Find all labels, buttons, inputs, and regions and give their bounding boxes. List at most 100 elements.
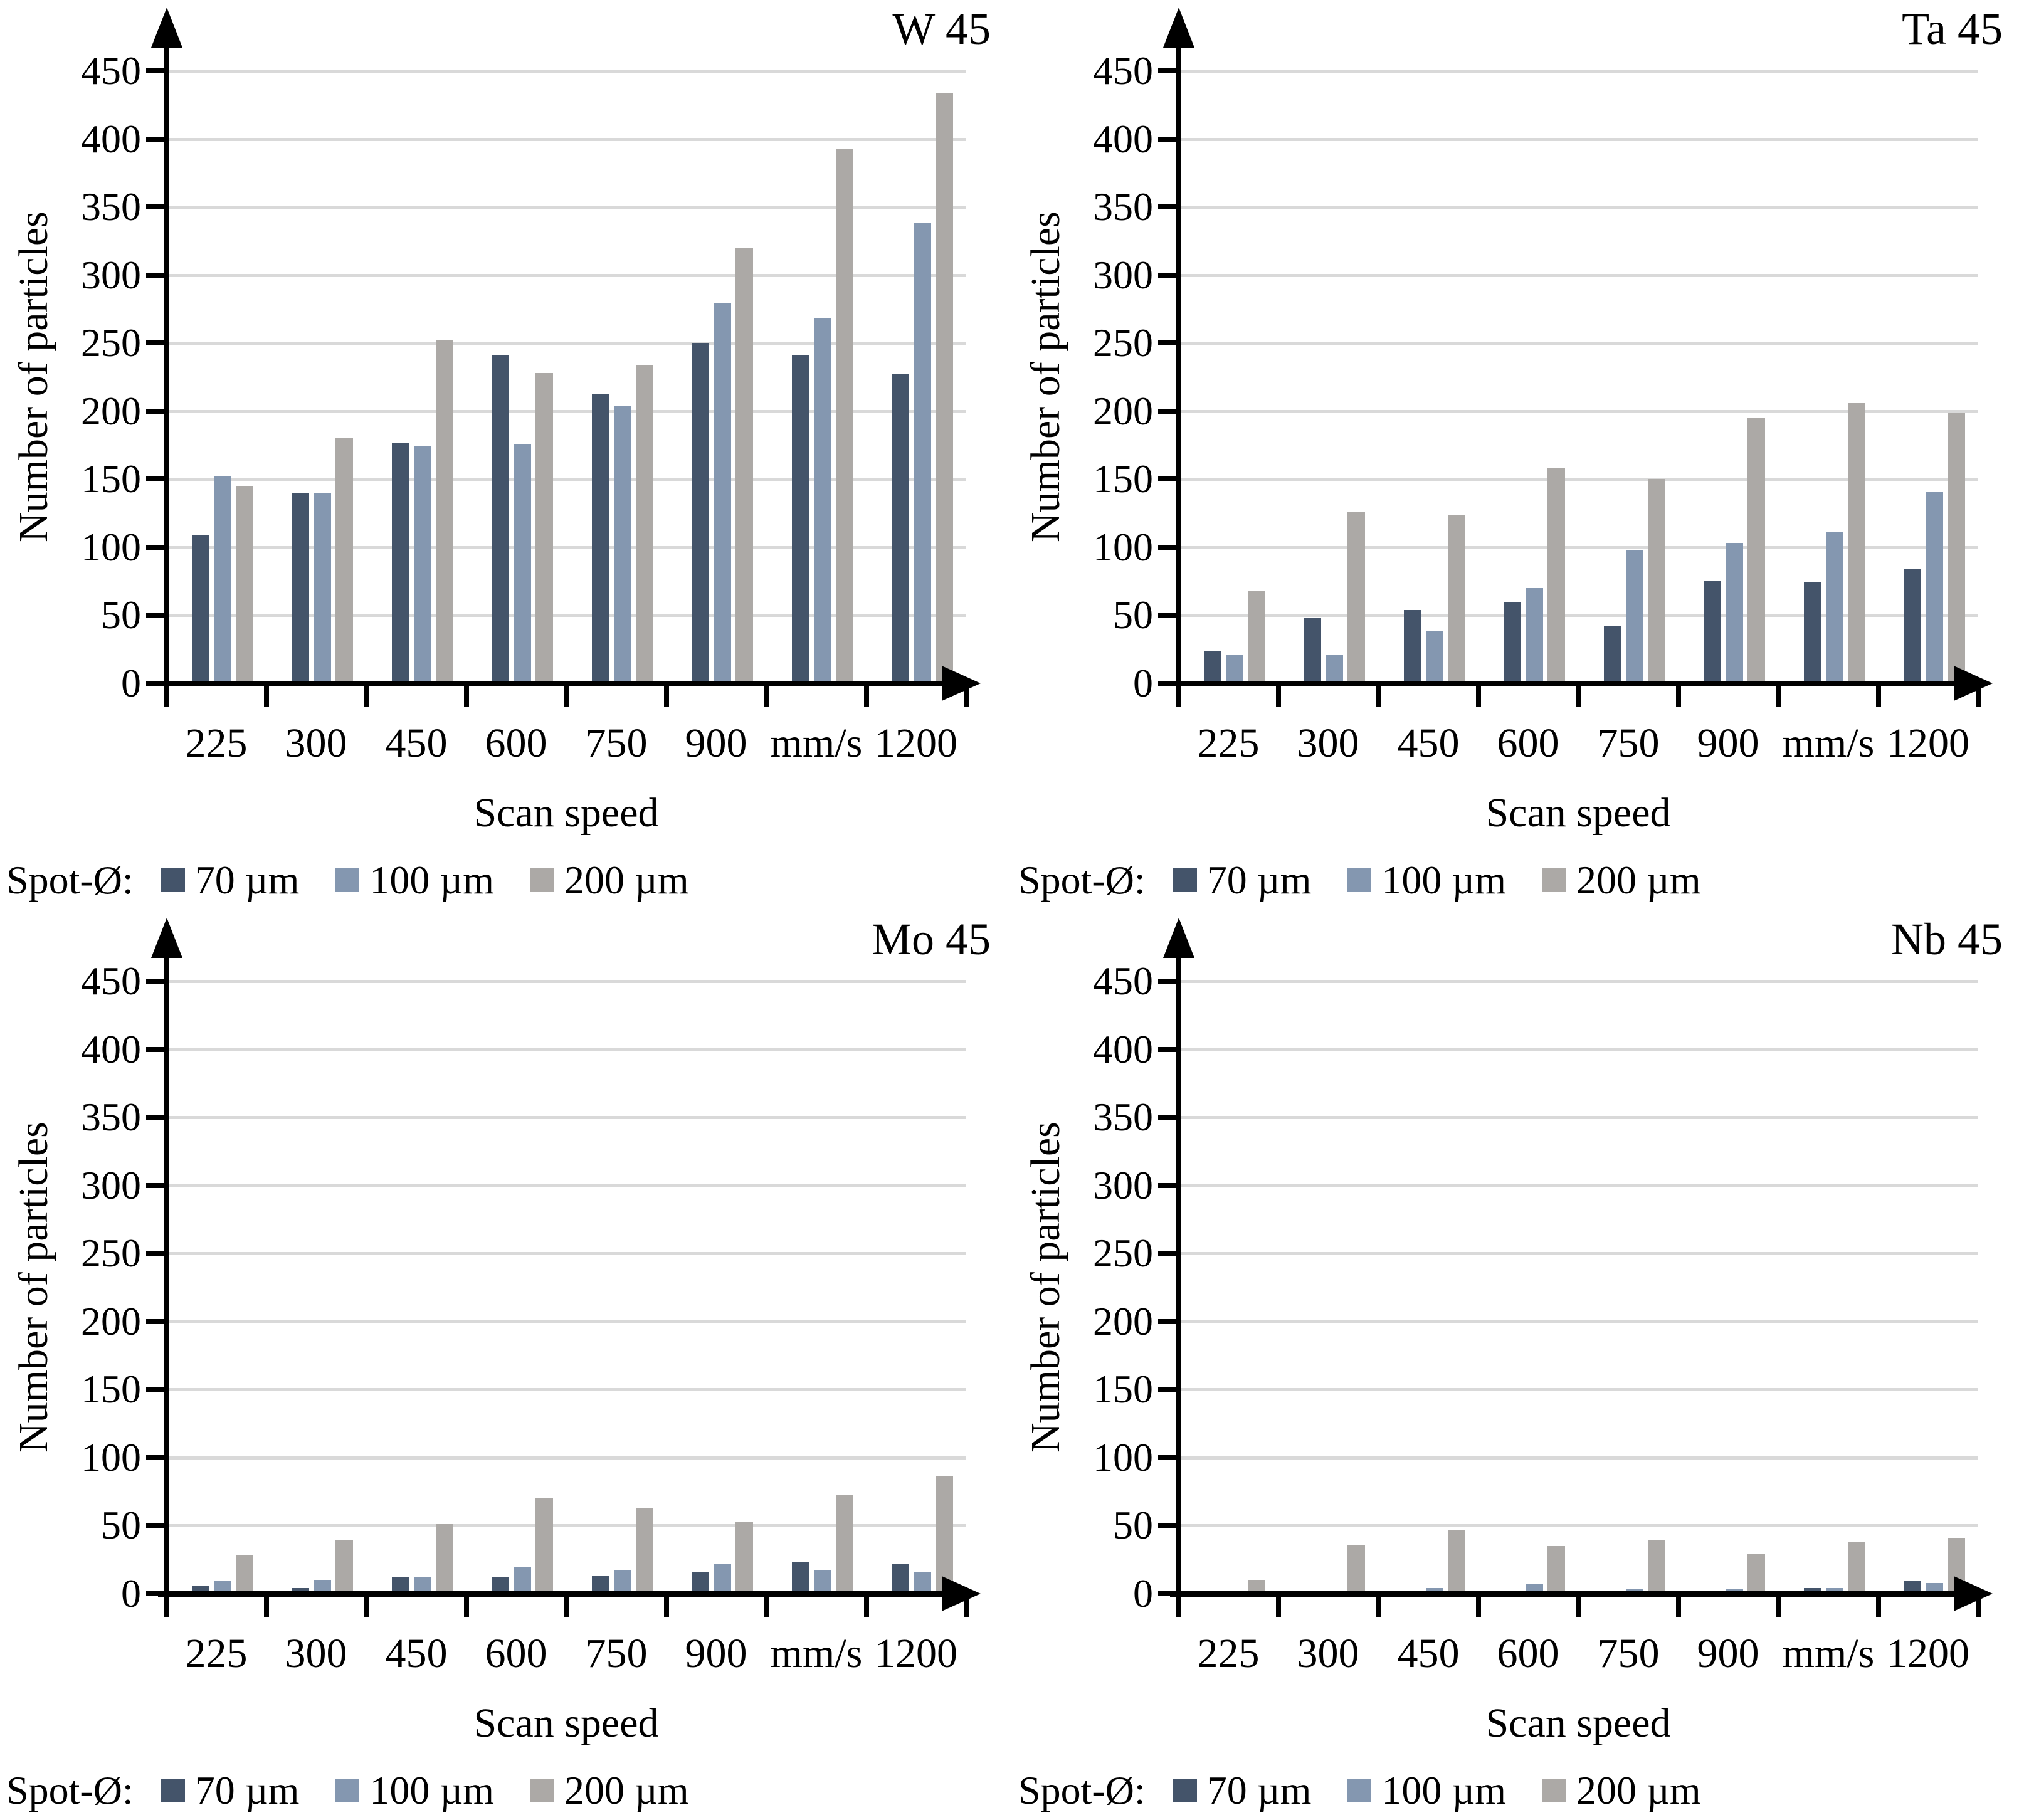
- bar: [535, 1498, 553, 1594]
- bar: [936, 93, 953, 683]
- gridline: [1181, 206, 1978, 209]
- x-axis: [158, 681, 943, 686]
- x-tick: [464, 686, 469, 707]
- bar: [614, 1570, 631, 1594]
- x-tick: [764, 1597, 769, 1617]
- gridline: [169, 1320, 966, 1323]
- x-category-label: 600: [1497, 720, 1559, 766]
- gridline: [169, 980, 966, 983]
- panel-title: Nb 45: [1891, 914, 2003, 964]
- gridline: [1181, 614, 1978, 618]
- x-tick: [164, 686, 169, 707]
- y-tick-label: 50: [101, 592, 141, 638]
- legend-item: 200 µm: [530, 1764, 689, 1817]
- panel-title: Mo 45: [871, 914, 991, 964]
- legend-item-label: 200 µm: [564, 1768, 689, 1812]
- x-tick: [1976, 1597, 1981, 1617]
- y-tick-label: 300: [1093, 252, 1153, 297]
- bar: [1848, 1542, 1865, 1594]
- y-tick: [1158, 1115, 1176, 1120]
- y-tick-label: 0: [121, 1571, 141, 1616]
- y-tick-label: 400: [1093, 116, 1153, 161]
- legend: Spot-Ø: 70 µm 100 µm 200 µm: [6, 1764, 725, 1817]
- gridline: [169, 1116, 966, 1120]
- y-tick: [1158, 1046, 1176, 1052]
- y-tick: [1158, 68, 1176, 73]
- y-tick: [1158, 681, 1176, 686]
- gridline: [1181, 1252, 1978, 1256]
- legend-item: 70 µm: [161, 1764, 299, 1817]
- y-tick-label: 250: [81, 1231, 141, 1276]
- bar: [1304, 618, 1321, 683]
- x-category-label: 225: [1197, 1631, 1260, 1676]
- x-axis: [1170, 1591, 1955, 1597]
- x-tick: [1676, 1597, 1681, 1617]
- chart-panel-w-45: 0 50 100 150 200 250 300 350 400 450 225 300 450 600 7…: [0, 0, 1012, 910]
- x-tick: [564, 686, 569, 707]
- bar: [1347, 1545, 1365, 1594]
- x-category-label: 450: [385, 720, 448, 766]
- y-tick: [146, 1115, 164, 1120]
- x-category-label: 225: [185, 1631, 248, 1676]
- legend-item: 200 µm: [530, 854, 689, 907]
- x-category-label: 225: [185, 720, 248, 766]
- bar: [236, 1555, 253, 1594]
- x-category-label: 600: [485, 1631, 547, 1676]
- y-tick-label: 150: [1093, 1367, 1153, 1412]
- panel-title: W 45: [892, 4, 991, 54]
- x-category-label: mm/s: [1782, 1631, 1875, 1676]
- bar: [192, 535, 209, 683]
- bar: [1347, 512, 1365, 683]
- y-tick: [146, 68, 164, 73]
- x-category-label: 900: [1697, 720, 1759, 766]
- x-category-label: 900: [685, 1631, 747, 1676]
- legend-item-label: 70 µm: [194, 858, 300, 902]
- bar: [535, 373, 553, 683]
- x-category-label: 750: [585, 1631, 648, 1676]
- bar: [414, 446, 431, 683]
- bar: [592, 394, 609, 683]
- y-tick: [146, 136, 164, 142]
- y-tick: [1158, 136, 1176, 142]
- bar: [1604, 626, 1621, 683]
- legend-swatch-icon: [1347, 868, 1372, 892]
- x-tick: [1476, 1597, 1481, 1617]
- legend-item-label: 70 µm: [1206, 858, 1312, 902]
- y-axis: [164, 954, 169, 1616]
- y-tick-label: 450: [1093, 959, 1153, 1003]
- y-tick-label: 250: [1093, 320, 1153, 366]
- bar: [636, 365, 653, 683]
- y-tick-label: 400: [1093, 1026, 1153, 1071]
- legend-item-label: 200 µm: [1576, 858, 1701, 902]
- y-tick: [146, 544, 164, 550]
- y-tick-label: 350: [1093, 1095, 1153, 1140]
- legend-item: 70 µm: [1173, 1764, 1311, 1817]
- x-category-label: 900: [685, 720, 747, 766]
- x-axis-title: Scan speed: [1485, 790, 1671, 836]
- y-tick: [146, 1454, 164, 1460]
- bar: [792, 355, 809, 683]
- bar: [1826, 1588, 1843, 1594]
- bar: [1226, 655, 1243, 683]
- x-tick: [764, 686, 769, 707]
- x-axis-arrow-icon: [942, 1576, 981, 1611]
- y-tick-label: 150: [81, 1367, 141, 1412]
- gridline: [169, 1048, 966, 1051]
- bar: [1926, 492, 1943, 683]
- y-tick-label: 200: [81, 1298, 141, 1344]
- legend-swatch-icon: [161, 868, 185, 892]
- x-axis-arrow-icon: [942, 666, 981, 701]
- bar: [936, 1476, 953, 1594]
- bar: [836, 1495, 853, 1594]
- bar: [1704, 581, 1721, 683]
- legend: Spot-Ø: 70 µm 100 µm 200 µm: [6, 854, 725, 907]
- gridline: [169, 545, 966, 549]
- bar: [1248, 591, 1265, 683]
- bar: [1648, 479, 1665, 683]
- legend-item: 200 µm: [1542, 1764, 1701, 1817]
- y-tick: [1158, 1591, 1176, 1596]
- y-axis-title: Number of particles: [11, 211, 56, 543]
- bar: [492, 355, 509, 683]
- gridline: [169, 342, 966, 345]
- x-axis-arrow-icon: [1954, 666, 1993, 701]
